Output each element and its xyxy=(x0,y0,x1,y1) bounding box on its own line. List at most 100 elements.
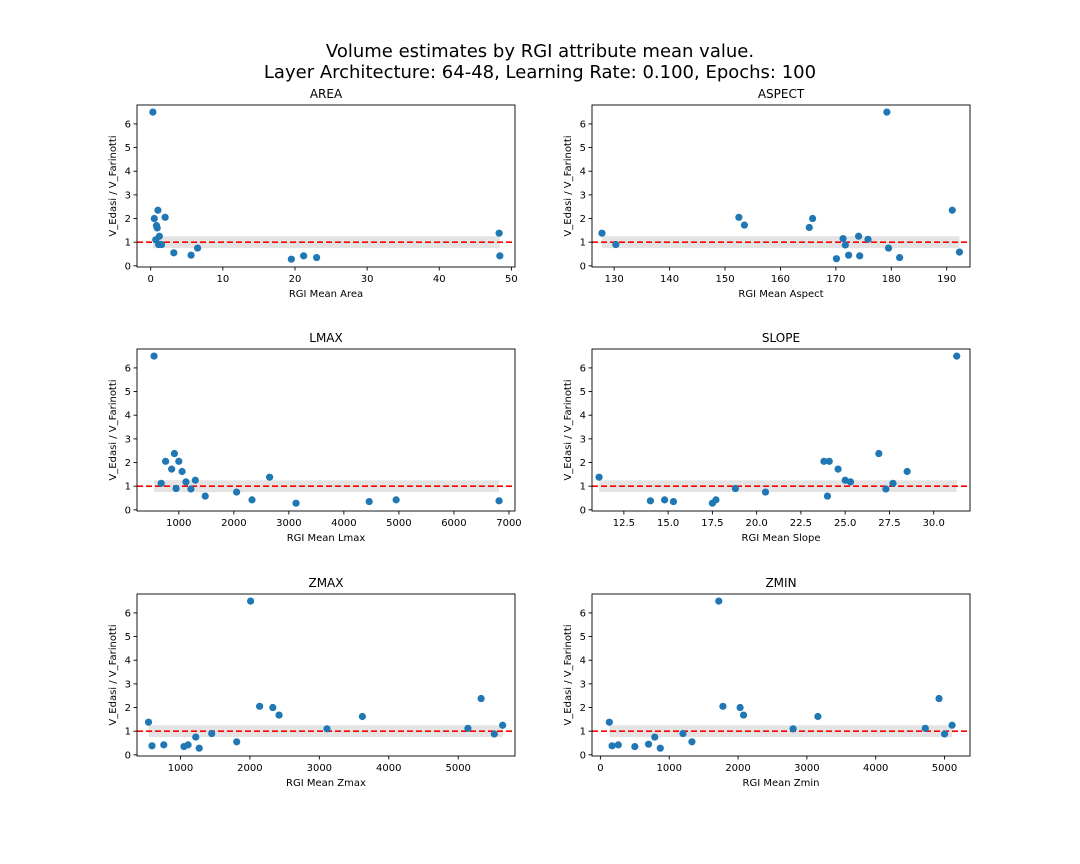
x-axis-label: RGI Mean Area xyxy=(289,289,363,300)
y-axis-label: V_Edasi / V_Farinotti xyxy=(563,379,574,480)
x-axis-label: RGI Mean Aspect xyxy=(738,289,823,300)
y-tick-label: 1 xyxy=(580,238,586,249)
x-tick-label: 1000 xyxy=(168,763,193,774)
y-axis-label: V_Edasi / V_Farinotti xyxy=(563,624,574,725)
data-point xyxy=(269,703,277,712)
data-point xyxy=(864,235,872,243)
data-point xyxy=(246,597,255,605)
data-point xyxy=(825,457,833,465)
data-point xyxy=(845,251,853,259)
data-point xyxy=(631,742,639,751)
subplot-zmin: ZMIN 0 1000 2000 3000 4000 5000 0 1 2 3 4 5 6 RGI Mean… xyxy=(563,576,971,789)
data-point xyxy=(805,223,813,232)
data-point xyxy=(178,467,186,476)
data-point xyxy=(275,711,283,719)
data-point xyxy=(875,449,883,458)
data-point xyxy=(948,721,956,729)
y-tick-label: 4 xyxy=(580,656,586,667)
axes-frame xyxy=(591,348,971,512)
data-point xyxy=(187,485,195,493)
x-axis-label: RGI Mean Lmax xyxy=(287,533,366,544)
y-axis-label: V_Edasi / V_Farinotti xyxy=(563,135,574,236)
scatter-points xyxy=(144,597,507,752)
x-axis-label: RGI Mean Zmax xyxy=(286,778,366,789)
axes-frame xyxy=(136,104,516,268)
y-tick-label: 3 xyxy=(125,679,131,690)
x-tick-label: 4000 xyxy=(331,518,356,529)
data-point xyxy=(955,248,964,256)
x-tick-label: 40 xyxy=(433,274,446,285)
data-point xyxy=(660,496,669,504)
x-tick-label: 1000 xyxy=(656,763,681,774)
data-point xyxy=(496,252,504,260)
data-point xyxy=(365,497,373,506)
axes-frame xyxy=(591,593,971,757)
subplot-title: SLOPE xyxy=(762,331,800,345)
x-tick-label: 0 xyxy=(597,763,603,774)
data-point xyxy=(323,725,331,733)
x-tick-label: 150 xyxy=(715,274,734,285)
y-tick-label: 5 xyxy=(125,387,131,398)
x-tick-label: 190 xyxy=(937,274,956,285)
data-point xyxy=(712,496,720,504)
x-tick-label: 160 xyxy=(771,274,790,285)
data-point xyxy=(150,214,158,223)
scatter-points xyxy=(605,597,956,752)
x-tick-label: 2000 xyxy=(237,763,262,774)
x-tick-label: 4000 xyxy=(863,763,888,774)
x-tick-label: 20.0 xyxy=(746,518,768,529)
figure-title-line1: Volume estimates by RGI attribute mean v… xyxy=(326,41,754,62)
x-tick-label: 22.5 xyxy=(790,518,812,529)
data-point xyxy=(953,352,961,360)
y-tick-label: 0 xyxy=(580,261,586,272)
y-tick-label: 2 xyxy=(580,703,586,714)
x-tick-label: 2000 xyxy=(725,763,750,774)
y-tick-label: 4 xyxy=(580,411,586,422)
y-tick-label: 1 xyxy=(580,482,586,493)
data-point xyxy=(490,730,498,738)
data-point xyxy=(740,221,749,229)
data-point xyxy=(248,496,256,504)
data-point xyxy=(162,457,170,465)
x-tick-label: 12.5 xyxy=(613,518,635,529)
y-tick-label: 3 xyxy=(125,190,131,201)
data-point xyxy=(736,703,744,712)
data-point xyxy=(256,702,264,710)
y-tick-label: 1 xyxy=(125,238,131,249)
data-point xyxy=(233,738,241,746)
subplot-aspect: ASPECT 130 140 150 160 170 180 190 0 1 2 3 4 5 6 RGI Me… xyxy=(563,87,971,300)
data-point xyxy=(739,711,748,719)
y-tick-label: 5 xyxy=(580,632,586,643)
data-point xyxy=(832,255,841,263)
x-tick-label: 30.0 xyxy=(923,518,945,529)
data-point xyxy=(688,738,696,746)
figure-title-line2: Layer Architecture: 64-48, Learning Rate… xyxy=(264,62,816,83)
data-point xyxy=(161,213,169,221)
data-point xyxy=(608,742,616,750)
subplot-slope: SLOPE 12.5 15.0 17.5 20.0 22.5 25.0 27.5 30.0 0 1 2… xyxy=(563,331,971,544)
y-tick-label: 4 xyxy=(125,167,131,178)
axes-frame xyxy=(136,593,516,757)
x-tick-label: 3000 xyxy=(307,763,332,774)
data-point xyxy=(495,229,503,237)
y-tick-label: 6 xyxy=(580,608,586,619)
data-point xyxy=(191,476,199,484)
y-tick-label: 6 xyxy=(125,608,131,619)
x-tick-label: 6000 xyxy=(441,518,466,529)
data-point xyxy=(598,229,606,237)
data-point xyxy=(160,741,168,749)
axes-frame xyxy=(136,348,516,512)
data-point xyxy=(595,473,603,481)
y-tick-label: 5 xyxy=(580,387,586,398)
data-point xyxy=(201,492,209,500)
y-tick-label: 4 xyxy=(125,656,131,667)
data-point xyxy=(921,724,929,732)
reference-band xyxy=(601,236,960,249)
data-point xyxy=(150,352,158,360)
data-point xyxy=(935,694,943,703)
x-tick-label: 0 xyxy=(148,274,154,285)
x-tick-label: 1000 xyxy=(166,518,191,529)
y-tick-label: 5 xyxy=(125,143,131,154)
y-tick-label: 3 xyxy=(580,190,586,201)
data-point xyxy=(149,108,157,116)
